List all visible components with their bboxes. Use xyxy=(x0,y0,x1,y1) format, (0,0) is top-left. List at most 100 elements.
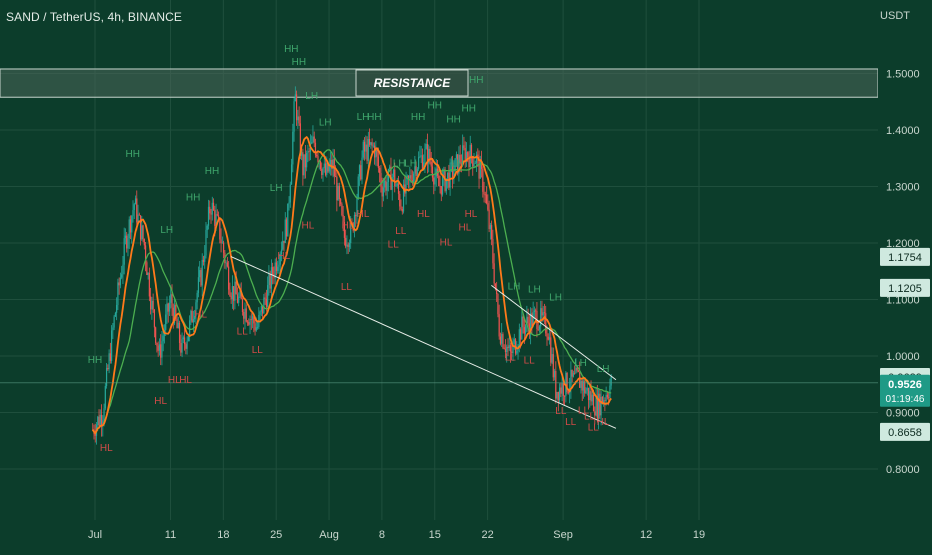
candle-body[interactable] xyxy=(167,303,169,312)
candle-body[interactable] xyxy=(262,306,264,314)
candle-body[interactable] xyxy=(499,336,502,344)
candle-body[interactable] xyxy=(236,294,239,303)
candle-body[interactable] xyxy=(156,342,158,346)
candle-body[interactable] xyxy=(123,238,125,265)
candle-body[interactable] xyxy=(484,194,486,196)
candle-body[interactable] xyxy=(406,175,408,178)
candle-body[interactable] xyxy=(194,315,196,320)
candle-body[interactable] xyxy=(138,214,140,216)
candle-body[interactable] xyxy=(445,178,447,191)
candle-body[interactable] xyxy=(280,249,283,255)
candle-body[interactable] xyxy=(196,292,198,303)
candle-body[interactable] xyxy=(439,186,441,187)
candle-body[interactable] xyxy=(250,319,252,320)
candle-body[interactable] xyxy=(221,242,223,244)
candle-body[interactable] xyxy=(299,123,301,156)
candle-body[interactable] xyxy=(533,310,536,313)
candle-body[interactable] xyxy=(576,367,578,371)
candle-body[interactable] xyxy=(469,144,471,168)
candle-body[interactable] xyxy=(392,169,395,177)
candle-body[interactable] xyxy=(487,203,489,210)
candle-body[interactable] xyxy=(118,282,120,286)
candle-body[interactable] xyxy=(574,372,576,374)
candle-body[interactable] xyxy=(530,313,532,335)
candle-body[interactable] xyxy=(497,293,499,315)
candle-body[interactable] xyxy=(214,210,216,226)
candle-body[interactable] xyxy=(441,175,444,195)
candle-body[interactable] xyxy=(413,173,415,184)
candle-body[interactable] xyxy=(279,254,281,265)
candle-body[interactable] xyxy=(453,171,455,178)
candle-body[interactable] xyxy=(217,215,220,219)
candle-body[interactable] xyxy=(313,136,315,143)
candle-body[interactable] xyxy=(483,191,485,195)
candle-body[interactable] xyxy=(230,295,232,300)
candle-body[interactable] xyxy=(329,159,332,166)
candle-body[interactable] xyxy=(587,387,590,401)
candle-body[interactable] xyxy=(143,239,145,246)
candle-body[interactable] xyxy=(356,198,358,217)
candle-body[interactable] xyxy=(512,343,514,354)
candle-body[interactable] xyxy=(275,262,278,271)
candle-body[interactable] xyxy=(551,354,553,363)
candle-body[interactable] xyxy=(246,321,249,323)
candle-body[interactable] xyxy=(239,290,241,297)
candle-body[interactable] xyxy=(362,141,364,158)
candle-body[interactable] xyxy=(459,154,461,164)
candle-body[interactable] xyxy=(229,289,231,296)
candle-body[interactable] xyxy=(107,368,109,370)
candle-body[interactable] xyxy=(367,139,369,161)
candle-body[interactable] xyxy=(312,136,314,143)
candle-body[interactable] xyxy=(414,166,416,174)
candle-body[interactable] xyxy=(175,305,177,319)
candle-body[interactable] xyxy=(199,270,201,278)
candle-body[interactable] xyxy=(425,143,427,149)
candle-body[interactable] xyxy=(564,395,566,397)
candle-body[interactable] xyxy=(465,152,468,162)
candle-body[interactable] xyxy=(197,277,200,293)
candle-body[interactable] xyxy=(98,416,100,426)
candle-body[interactable] xyxy=(389,166,391,169)
candle-body[interactable] xyxy=(297,116,299,121)
candle-body[interactable] xyxy=(254,323,256,331)
candle-body[interactable] xyxy=(371,142,373,147)
candle-body[interactable] xyxy=(114,312,116,317)
candle-body[interactable] xyxy=(99,414,101,426)
candle-body[interactable] xyxy=(338,185,340,200)
candle-body[interactable] xyxy=(496,288,498,294)
candle-body[interactable] xyxy=(220,239,222,244)
candle-body[interactable] xyxy=(557,391,559,401)
candle-body[interactable] xyxy=(571,369,573,377)
candle-body[interactable] xyxy=(202,259,205,262)
candle-body[interactable] xyxy=(298,116,300,124)
candle-body[interactable] xyxy=(340,199,342,204)
candle-body[interactable] xyxy=(105,368,108,387)
candle-body[interactable] xyxy=(307,151,309,153)
candle-body[interactable] xyxy=(180,343,182,353)
candle-body[interactable] xyxy=(160,344,162,358)
candle-body[interactable] xyxy=(268,274,270,286)
candle-body[interactable] xyxy=(597,393,600,419)
candle-body[interactable] xyxy=(610,375,612,386)
candle-body[interactable] xyxy=(429,148,431,162)
candle-body[interactable] xyxy=(577,370,580,372)
candle-body[interactable] xyxy=(360,165,362,180)
candle-body[interactable] xyxy=(423,162,425,170)
candle-body[interactable] xyxy=(458,154,460,174)
candle-body[interactable] xyxy=(361,157,363,180)
candle-body[interactable] xyxy=(504,348,507,353)
candle-body[interactable] xyxy=(195,302,197,316)
candle-body[interactable] xyxy=(464,147,466,162)
candle-body[interactable] xyxy=(170,294,172,303)
candle-body[interactable] xyxy=(158,344,161,351)
candle-body[interactable] xyxy=(337,185,339,201)
candle-body[interactable] xyxy=(122,264,124,275)
candle-body[interactable] xyxy=(375,149,377,158)
candle-body[interactable] xyxy=(527,316,529,324)
candle-body[interactable] xyxy=(376,149,378,157)
candle-body[interactable] xyxy=(391,176,393,190)
candle-body[interactable] xyxy=(190,310,192,321)
candle-body[interactable] xyxy=(282,240,284,250)
symbol-title[interactable]: SAND / TetherUS, 4h, BINANCE xyxy=(6,10,182,24)
